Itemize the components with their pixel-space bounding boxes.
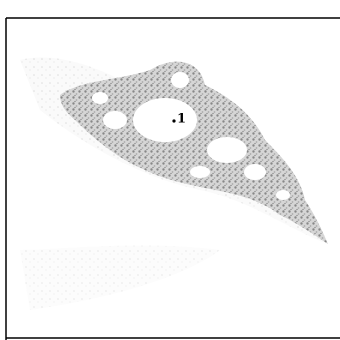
fractal-haze bbox=[20, 246, 220, 310]
fractal-basin bbox=[190, 166, 210, 178]
marker-dot bbox=[172, 119, 175, 122]
fractal-basin bbox=[207, 137, 247, 163]
fractal-view: 1 bbox=[0, 0, 340, 340]
fractal-basin bbox=[103, 111, 127, 129]
fractal-basin bbox=[276, 190, 290, 200]
page: 1 (() => { const data = JSON.parse(docum… bbox=[0, 0, 340, 340]
fractal-basin bbox=[244, 164, 266, 180]
fractal-basin bbox=[92, 92, 108, 104]
fractal-basin bbox=[133, 98, 197, 142]
marker-label: 1 bbox=[177, 112, 186, 127]
fractal bbox=[20, 58, 328, 311]
fractal-body bbox=[60, 62, 328, 244]
fractal-basin bbox=[171, 72, 189, 88]
